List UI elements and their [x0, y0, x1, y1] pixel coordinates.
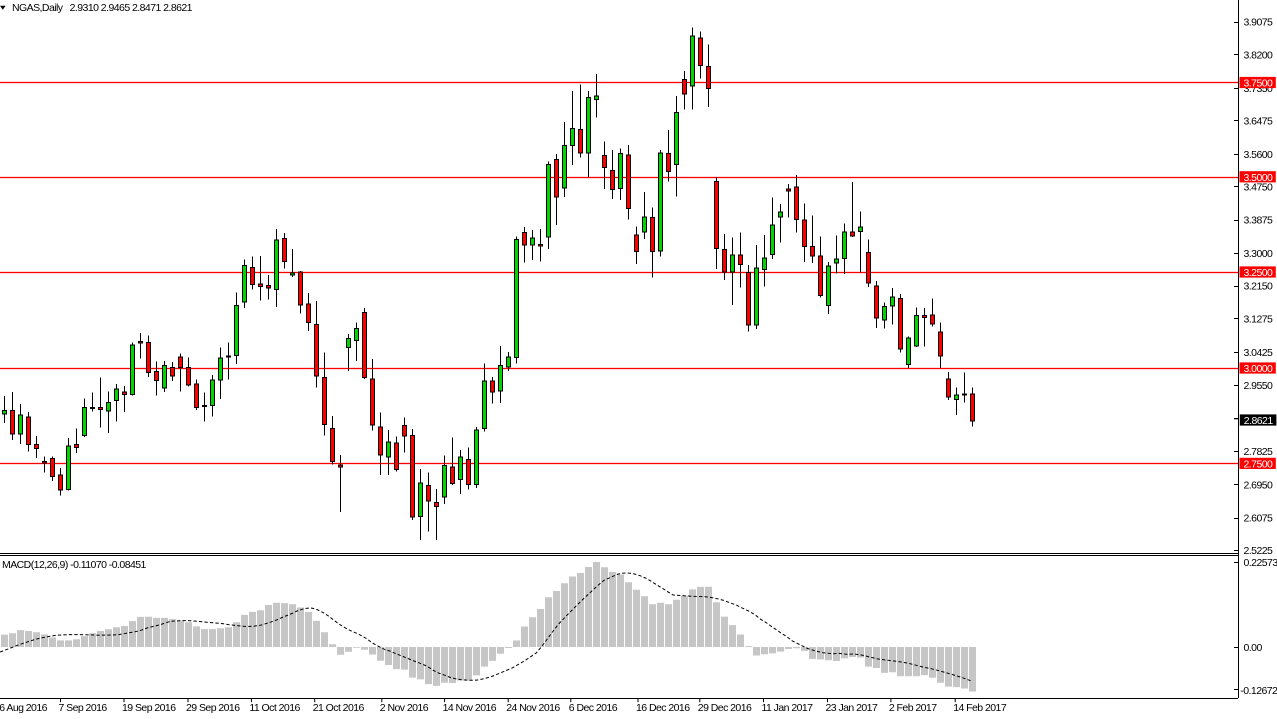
svg-text:2.8621: 2.8621 [1244, 415, 1274, 427]
svg-text:7 Sep 2016: 7 Sep 2016 [59, 702, 108, 714]
svg-text:0.22573: 0.22573 [1244, 557, 1277, 569]
svg-text:2.7825: 2.7825 [1244, 446, 1274, 458]
svg-text:3.9075: 3.9075 [1244, 17, 1274, 29]
svg-text:3.1275: 3.1275 [1244, 314, 1274, 326]
svg-text:3.2150: 3.2150 [1244, 281, 1274, 293]
svg-text:3.4750: 3.4750 [1244, 182, 1274, 194]
svg-text:3.7500: 3.7500 [1244, 78, 1274, 90]
svg-text:2.5225: 2.5225 [1244, 545, 1274, 557]
svg-text:3.3875: 3.3875 [1244, 215, 1274, 227]
svg-text:0.00: 0.00 [1244, 642, 1263, 654]
svg-text:21 Oct 2016: 21 Oct 2016 [313, 702, 365, 714]
svg-text:3.8200: 3.8200 [1244, 50, 1274, 62]
svg-text:3.5600: 3.5600 [1244, 149, 1274, 161]
svg-text:11 Oct 2016: 11 Oct 2016 [249, 702, 300, 714]
svg-text:26 Aug 2016: 26 Aug 2016 [0, 702, 48, 714]
svg-text:3.0425: 3.0425 [1244, 347, 1274, 359]
svg-text:3.6475: 3.6475 [1244, 116, 1274, 128]
svg-text:14 Feb 2017: 14 Feb 2017 [953, 702, 1007, 714]
svg-text:23 Jan 2017: 23 Jan 2017 [826, 702, 878, 714]
svg-text:2 Feb 2017: 2 Feb 2017 [889, 702, 937, 714]
svg-text:16 Dec 2016: 16 Dec 2016 [636, 702, 690, 714]
svg-text:29 Sep 2016: 29 Sep 2016 [186, 702, 240, 714]
svg-text:3.5000: 3.5000 [1244, 172, 1274, 184]
svg-text:MACD(12,26,9) -0.11070 -0.0845: MACD(12,26,9) -0.11070 -0.08451 [2, 559, 147, 571]
svg-text:24 Nov 2016: 24 Nov 2016 [506, 702, 560, 714]
svg-text:2.7500: 2.7500 [1244, 459, 1274, 471]
svg-text:3.2500: 3.2500 [1244, 267, 1274, 279]
svg-text:-0.12672: -0.12672 [1240, 685, 1277, 697]
svg-text:2.6950: 2.6950 [1244, 480, 1274, 492]
svg-text:NGAS,Daily 2.9310 2.9465 2.8: NGAS,Daily 2.9310 2.9465 2.8471 2.8621 [12, 2, 193, 14]
svg-text:6 Dec 2016: 6 Dec 2016 [569, 702, 618, 714]
svg-text:3.0000: 3.0000 [1244, 363, 1274, 375]
svg-text:2.6075: 2.6075 [1244, 513, 1274, 525]
svg-text:3.3000: 3.3000 [1244, 248, 1274, 260]
svg-text:2.9550: 2.9550 [1244, 380, 1274, 392]
svg-text:2 Nov 2016: 2 Nov 2016 [380, 702, 429, 714]
svg-text:29 Dec 2016: 29 Dec 2016 [698, 702, 752, 714]
svg-text:11 Jan 2017: 11 Jan 2017 [762, 702, 814, 714]
svg-text:19 Sep 2016: 19 Sep 2016 [122, 702, 176, 714]
svg-text:14 Nov 2016: 14 Nov 2016 [443, 702, 497, 714]
